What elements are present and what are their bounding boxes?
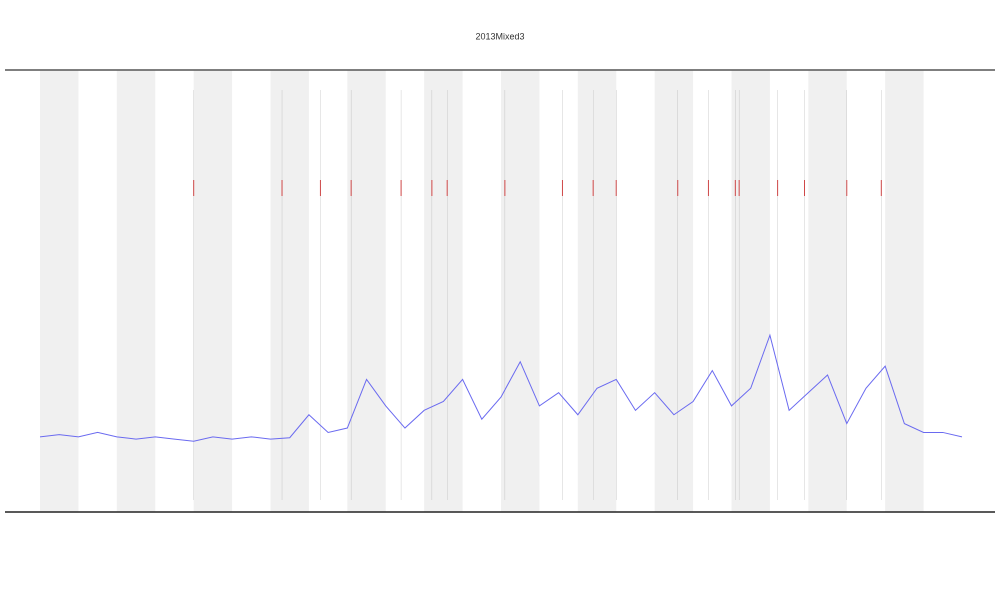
shaded-band [424,70,463,512]
shaded-band [885,70,924,512]
shaded-band [270,70,309,512]
chart-title: 2013Mixed3 [475,31,524,41]
shaded-band [193,70,233,512]
shaded-band [731,70,770,512]
shaded-band [347,70,386,512]
shaded-band [501,70,540,512]
shaded-band [40,70,79,512]
series-line [39,333,963,442]
shaded-band [116,70,156,512]
shaded-band [577,70,617,512]
shaded-band [808,70,847,512]
shaded-band [654,70,694,512]
